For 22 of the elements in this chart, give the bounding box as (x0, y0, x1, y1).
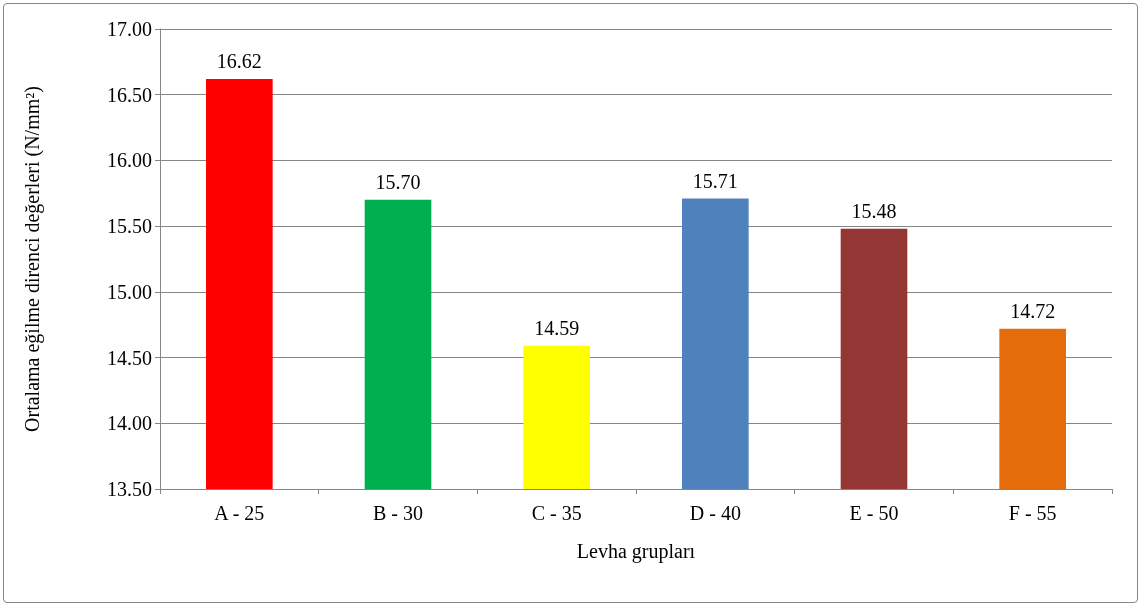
data-label: 14.72 (1010, 299, 1056, 322)
y-tick-label: 17.00 (107, 18, 152, 40)
y-tick-label: 14.50 (107, 346, 152, 369)
data-label: 15.48 (851, 199, 897, 222)
data-label: 15.70 (375, 170, 421, 193)
y-tick-label: 16.00 (107, 149, 152, 172)
data-label: 14.59 (534, 316, 580, 339)
y-tick-label: 15.00 (107, 280, 152, 303)
data-label: 16.62 (216, 49, 262, 72)
x-tick-label: B - 30 (373, 502, 423, 524)
y-tick-label: 16.50 (107, 83, 152, 106)
y-tick-label: 14.00 (107, 412, 152, 435)
x-tick-label: C - 35 (531, 502, 582, 524)
x-tick-label: D - 40 (689, 502, 741, 524)
y-axis-title: Ortalama eğilme direnci değerleri (N/mm²) (21, 86, 44, 432)
y-tick-label: 13.50 (107, 478, 152, 500)
x-tick-label: E - 50 (849, 502, 899, 524)
data-label: 15.71 (692, 169, 738, 192)
x-tick-label: F - 55 (1008, 502, 1057, 524)
y-tick-label: 15.50 (107, 215, 152, 238)
x-tick-label: A - 25 (214, 502, 265, 524)
x-axis-title: Levha grupları (576, 540, 696, 563)
